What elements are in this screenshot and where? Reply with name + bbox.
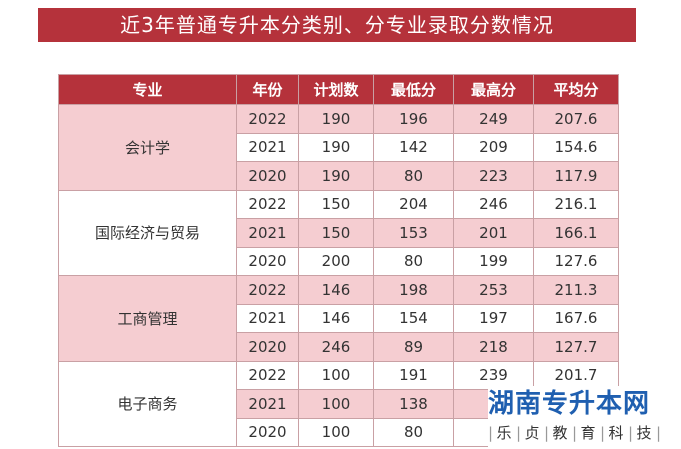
plan-count-cell: 246 <box>298 332 374 362</box>
avg-score-cell: 167.6 <box>533 303 619 333</box>
watermark-char: 贞 <box>524 424 540 442</box>
table-row: 2020 246 89 218 127.7 <box>59 332 619 362</box>
min-score-cell: 138 <box>373 389 454 419</box>
plan-count-cell: 100 <box>298 417 374 447</box>
avg-score-cell: 127.6 <box>533 246 619 276</box>
avg-score-cell: 166.1 <box>533 218 619 248</box>
year-cell: 2022 <box>236 275 299 305</box>
year-cell: 2020 <box>236 246 299 276</box>
watermark-char: 科 <box>608 424 624 442</box>
plan-count-cell: 190 <box>298 161 374 191</box>
min-score-cell: 198 <box>373 275 454 305</box>
year-cell: 2022 <box>236 189 299 219</box>
table-row: 2021 190 142 209 154.6 <box>59 132 619 162</box>
year-cell: 2022 <box>236 360 299 390</box>
plan-count-cell: 146 <box>298 303 374 333</box>
major-name-cell: 国际经济与贸易 <box>58 189 237 276</box>
watermark-char: 技 <box>636 424 652 442</box>
min-score-cell: 196 <box>373 104 454 134</box>
plan-count-cell: 190 <box>298 132 374 162</box>
max-score-cell: 209 <box>453 132 534 162</box>
table-row: 工商管理 2022 146 198 253 211.3 <box>58 275 619 362</box>
table-row: 2020 200 80 199 127.6 <box>59 246 619 276</box>
plan-count-cell: 100 <box>298 389 374 419</box>
avg-score-cell: 117.9 <box>533 161 619 191</box>
header-year: 年份 <box>236 74 299 105</box>
table-row: 2021 146 154 197 167.6 <box>59 303 619 333</box>
year-cell: 2020 <box>236 417 299 447</box>
year-cell: 2021 <box>236 389 299 419</box>
major-name-cell: 会计学 <box>58 104 237 191</box>
max-score-cell: 201 <box>453 218 534 248</box>
table-row: 2020 190 80 223 117.9 <box>59 161 619 191</box>
watermark-char: 教 <box>552 424 568 442</box>
min-score-cell: 80 <box>373 246 454 276</box>
min-score-cell: 142 <box>373 132 454 162</box>
min-score-cell: 89 <box>373 332 454 362</box>
max-score-cell: 253 <box>453 275 534 305</box>
header-max-score: 最高分 <box>453 74 534 105</box>
year-cell: 2021 <box>236 303 299 333</box>
max-score-cell: 197 <box>453 303 534 333</box>
avg-score-cell: 207.6 <box>533 104 619 134</box>
avg-score-cell: 127.7 <box>533 332 619 362</box>
header-min-score: 最低分 <box>373 74 454 105</box>
site-watermark: 湖南专升本网 | 乐 | 贞 | 教 | 育 | 科 | 技 | <box>488 386 674 448</box>
watermark-char: 乐 <box>496 424 512 442</box>
avg-score-cell: 216.1 <box>533 189 619 219</box>
page-title-banner: 近3年普通专升本分类别、分专业录取分数情况 <box>38 8 636 42</box>
major-name-cell: 工商管理 <box>58 275 237 362</box>
plan-count-cell: 200 <box>298 246 374 276</box>
min-score-cell: 204 <box>373 189 454 219</box>
table-row: 2021 150 153 201 166.1 <box>59 218 619 248</box>
header-plan-count: 计划数 <box>298 74 374 105</box>
min-score-cell: 191 <box>373 360 454 390</box>
table-row: 国际经济与贸易 2022 150 204 246 216.1 <box>58 189 619 276</box>
year-cell: 2020 <box>236 161 299 191</box>
plan-count-cell: 150 <box>298 189 374 219</box>
max-score-cell: 199 <box>453 246 534 276</box>
year-cell: 2021 <box>236 132 299 162</box>
plan-count-cell: 146 <box>298 275 374 305</box>
plan-count-cell: 190 <box>298 104 374 134</box>
watermark-subtitle: | 乐 | 贞 | 教 | 育 | 科 | 技 | <box>488 424 662 442</box>
min-score-cell: 154 <box>373 303 454 333</box>
table-header-row: 专业 年份 计划数 最低分 最高分 平均分 <box>58 74 619 105</box>
plan-count-cell: 150 <box>298 218 374 248</box>
min-score-cell: 80 <box>373 417 454 447</box>
header-major: 专业 <box>58 74 237 105</box>
year-cell: 2020 <box>236 332 299 362</box>
table-row: 会计学 2022 190 196 249 207.6 <box>58 104 619 191</box>
min-score-cell: 153 <box>373 218 454 248</box>
max-score-cell: 246 <box>453 189 534 219</box>
max-score-cell: 223 <box>453 161 534 191</box>
header-avg-score: 平均分 <box>533 74 619 105</box>
max-score-cell: 249 <box>453 104 534 134</box>
plan-count-cell: 100 <box>298 360 374 390</box>
avg-score-cell: 211.3 <box>533 275 619 305</box>
max-score-cell: 218 <box>453 332 534 362</box>
year-cell: 2021 <box>236 218 299 248</box>
table-row: 电子商务 2022 100 191 239 201.7 <box>58 360 619 447</box>
min-score-cell: 80 <box>373 161 454 191</box>
avg-score-cell: 154.6 <box>533 132 619 162</box>
admission-scores-table: 专业 年份 计划数 最低分 最高分 平均分 会计学 2022 190 196 2… <box>58 74 619 447</box>
major-name-cell: 电子商务 <box>58 360 237 447</box>
watermark-title: 湖南专升本网 <box>488 389 651 419</box>
year-cell: 2022 <box>236 104 299 134</box>
watermark-char: 育 <box>580 424 596 442</box>
